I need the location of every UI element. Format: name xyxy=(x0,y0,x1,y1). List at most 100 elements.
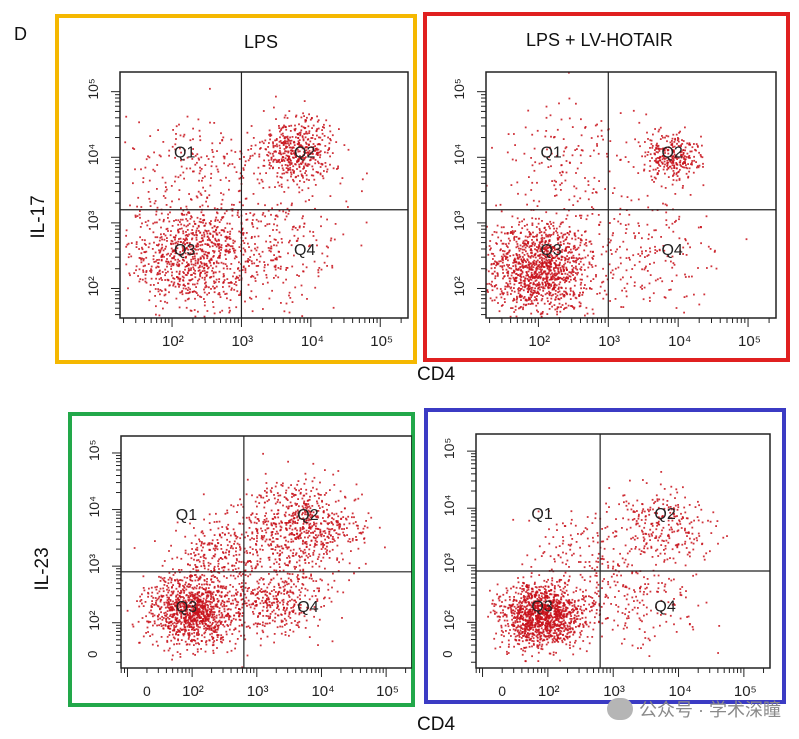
data-point xyxy=(198,607,201,610)
data-point xyxy=(193,290,196,293)
data-point xyxy=(220,234,223,237)
data-point xyxy=(641,237,643,240)
data-point xyxy=(282,281,285,284)
data-point xyxy=(205,200,207,203)
data-point xyxy=(547,282,549,285)
x-tick-label: 10⁵ xyxy=(738,333,761,350)
data-point xyxy=(573,307,575,310)
data-point xyxy=(512,276,515,279)
data-point xyxy=(653,181,655,183)
data-point xyxy=(202,250,205,253)
data-point xyxy=(655,157,658,160)
data-point xyxy=(196,320,198,322)
data-point xyxy=(218,250,220,252)
data-point xyxy=(183,608,186,611)
data-point xyxy=(195,611,198,614)
data-point xyxy=(219,586,222,589)
data-point xyxy=(533,283,535,285)
data-point xyxy=(534,248,536,251)
data-point xyxy=(518,223,520,226)
data-point xyxy=(192,127,194,130)
data-point xyxy=(187,286,190,289)
data-point xyxy=(315,147,318,150)
data-point xyxy=(702,166,704,168)
data-point xyxy=(567,277,569,279)
data-point xyxy=(165,186,167,188)
data-point xyxy=(675,219,677,222)
data-point xyxy=(590,280,592,282)
data-point xyxy=(244,160,247,163)
data-point xyxy=(145,250,148,253)
data-point xyxy=(144,280,147,283)
data-point xyxy=(173,255,176,258)
data-point xyxy=(170,268,172,270)
data-point xyxy=(519,289,522,292)
data-point xyxy=(298,163,301,166)
data-point xyxy=(533,299,536,302)
data-point xyxy=(495,261,498,264)
data-point xyxy=(548,290,550,293)
data-point xyxy=(526,228,529,231)
data-point xyxy=(171,257,173,260)
data-point xyxy=(520,306,522,308)
data-point xyxy=(513,311,516,313)
data-point xyxy=(275,150,277,153)
data-point xyxy=(224,236,227,238)
data-point xyxy=(290,163,293,165)
data-point xyxy=(522,289,525,292)
data-point xyxy=(525,243,527,245)
data-point xyxy=(141,246,143,249)
data-point xyxy=(699,154,702,156)
data-point xyxy=(566,261,569,263)
data-point xyxy=(650,143,653,145)
data-point xyxy=(225,614,228,616)
data-point xyxy=(522,261,524,264)
data-point xyxy=(199,610,201,613)
data-point xyxy=(565,306,568,309)
data-point xyxy=(199,166,201,169)
data-point xyxy=(519,281,521,284)
data-point xyxy=(682,162,684,165)
data-point xyxy=(502,250,504,252)
data-point xyxy=(659,159,661,162)
data-point xyxy=(171,145,174,148)
data-point xyxy=(276,145,279,148)
data-point xyxy=(336,168,338,170)
data-point xyxy=(303,100,306,102)
data-point xyxy=(247,242,249,245)
data-point xyxy=(653,159,656,162)
data-point xyxy=(185,287,187,290)
data-point xyxy=(545,256,547,259)
data-point xyxy=(554,298,557,301)
data-point xyxy=(663,296,666,298)
data-point xyxy=(144,277,147,280)
data-point xyxy=(568,242,571,245)
data-point xyxy=(193,234,196,237)
data-point xyxy=(224,621,226,623)
data-point xyxy=(637,198,640,201)
data-point xyxy=(557,306,560,309)
data-point xyxy=(562,267,565,270)
data-point xyxy=(508,249,511,252)
data-point xyxy=(516,217,519,220)
data-point xyxy=(171,622,174,625)
data-point xyxy=(285,154,288,157)
data-point xyxy=(682,185,684,187)
data-point xyxy=(182,596,184,598)
data-point xyxy=(268,162,271,164)
data-point xyxy=(126,609,129,612)
data-point xyxy=(177,276,180,279)
data-point xyxy=(302,263,304,266)
data-point xyxy=(638,260,641,263)
data-point xyxy=(515,298,518,301)
data-point xyxy=(162,579,165,582)
data-point xyxy=(666,162,668,165)
data-point xyxy=(197,248,199,251)
data-point xyxy=(614,267,617,270)
data-point xyxy=(285,145,287,148)
data-point xyxy=(519,319,521,321)
data-point xyxy=(564,281,566,284)
data-point xyxy=(202,256,205,258)
data-point xyxy=(543,266,546,268)
quadrant-label-q3: Q3 xyxy=(540,242,561,259)
